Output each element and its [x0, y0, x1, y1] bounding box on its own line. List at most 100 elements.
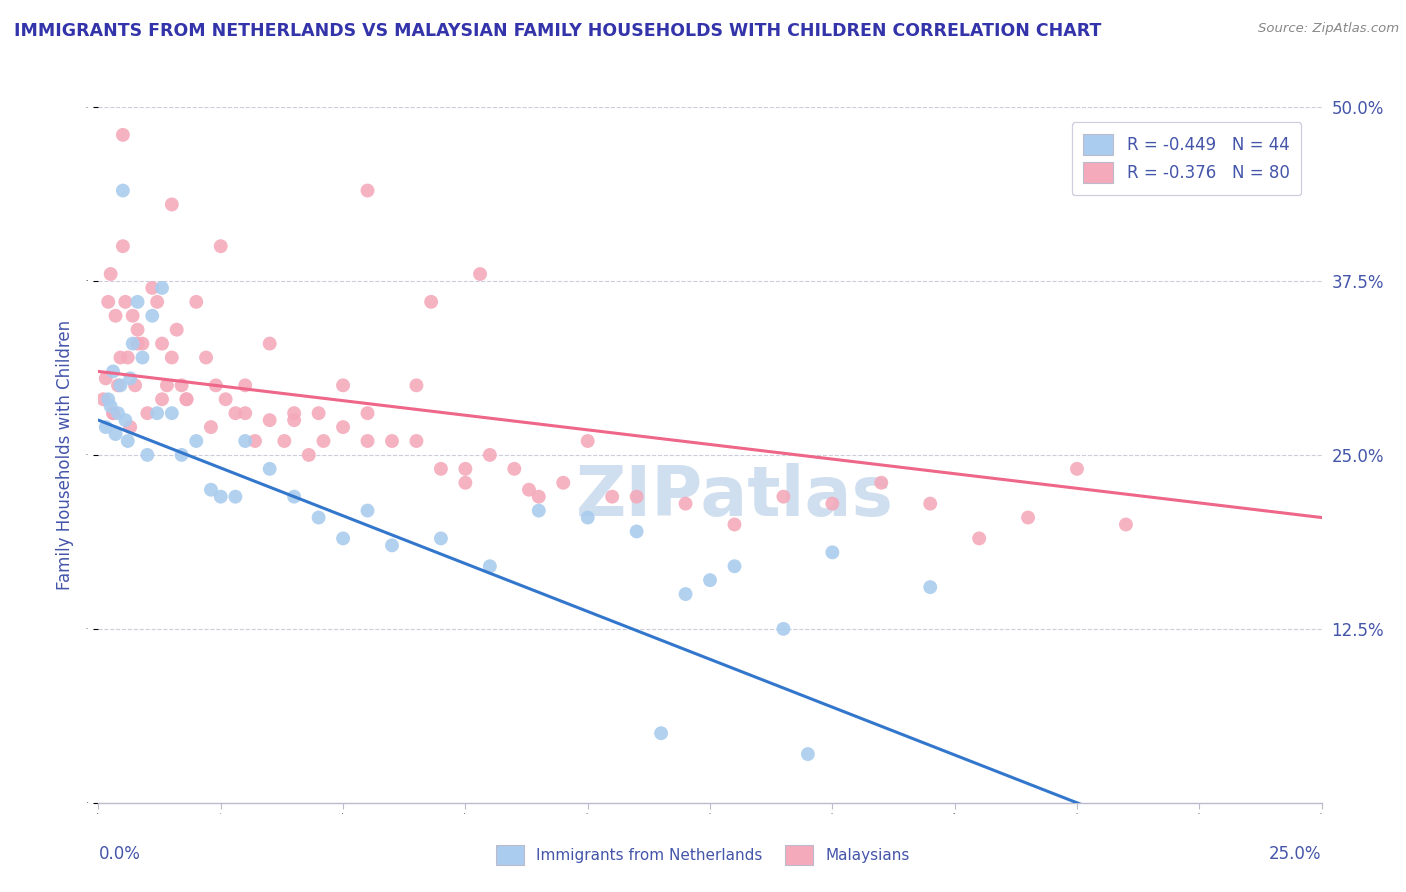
Point [298, 448, 321, 462]
Point [675, 587, 697, 601]
Point [121, 336, 143, 351]
Point [160, 406, 183, 420]
Point [283, 406, 305, 420]
Point [127, 336, 149, 351]
Point [120, 420, 142, 434]
Point [117, 351, 139, 365]
Point [405, 434, 427, 448]
Point [527, 490, 550, 504]
Point [259, 336, 281, 351]
Point [214, 392, 236, 407]
Point [107, 406, 129, 420]
Point [176, 392, 198, 407]
Point [356, 503, 378, 517]
Point [131, 351, 153, 365]
Point [821, 497, 844, 511]
Point [136, 448, 159, 462]
Point [527, 503, 550, 517]
Point [150, 392, 173, 407]
Point [283, 490, 305, 504]
Point [478, 448, 501, 462]
Point [200, 483, 222, 497]
Point [332, 420, 354, 434]
Point [101, 406, 124, 420]
Point [430, 462, 453, 476]
Point [131, 336, 153, 351]
Point [797, 747, 820, 761]
Point [1066, 462, 1088, 476]
Legend: Immigrants from Netherlands, Malaysians: Immigrants from Netherlands, Malaysians [485, 834, 921, 875]
Point [150, 281, 173, 295]
Point [166, 323, 188, 337]
Point [243, 434, 266, 448]
Point [468, 267, 491, 281]
Point [675, 497, 697, 511]
Point [356, 184, 378, 198]
Point [259, 462, 281, 476]
Point [356, 406, 378, 420]
Point [91, 392, 114, 407]
Point [97, 392, 120, 407]
Point [209, 490, 232, 504]
Point [503, 462, 526, 476]
Point [176, 392, 198, 407]
Point [772, 622, 794, 636]
Point [405, 378, 427, 392]
Point [205, 378, 228, 392]
Point [553, 475, 575, 490]
Point [821, 545, 844, 559]
Point [224, 406, 246, 420]
Point [308, 406, 330, 420]
Point [478, 559, 501, 574]
Point [576, 434, 599, 448]
Point [381, 434, 404, 448]
Legend: R = -0.449   N = 44, R = -0.376   N = 80: R = -0.449 N = 44, R = -0.376 N = 80 [1071, 122, 1301, 195]
Point [110, 378, 132, 392]
Point [723, 559, 745, 574]
Point [114, 413, 136, 427]
Point [626, 524, 648, 539]
Point [723, 517, 745, 532]
Point [97, 294, 120, 309]
Point [94, 420, 117, 434]
Point [186, 434, 208, 448]
Point [273, 434, 295, 448]
Point [195, 351, 218, 365]
Point [600, 490, 623, 504]
Point [124, 378, 146, 392]
Point [332, 378, 354, 392]
Point [101, 364, 124, 378]
Point [1017, 510, 1039, 524]
Text: 0.0%: 0.0% [98, 845, 141, 863]
Text: ZIPatlas: ZIPatlas [575, 463, 893, 530]
Text: 25.0%: 25.0% [1270, 845, 1322, 863]
Point [110, 351, 132, 365]
Point [233, 378, 256, 392]
Text: Source: ZipAtlas.com: Source: ZipAtlas.com [1258, 22, 1399, 36]
Point [200, 420, 222, 434]
Point [920, 580, 942, 594]
Point [224, 490, 246, 504]
Point [1115, 517, 1137, 532]
Point [146, 294, 169, 309]
Point [772, 490, 794, 504]
Point [121, 309, 143, 323]
Point [150, 336, 173, 351]
Point [259, 413, 281, 427]
Point [170, 448, 193, 462]
Point [114, 294, 136, 309]
Point [283, 413, 305, 427]
Point [332, 532, 354, 546]
Point [107, 378, 129, 392]
Point [141, 281, 163, 295]
Text: IMMIGRANTS FROM NETHERLANDS VS MALAYSIAN FAMILY HOUSEHOLDS WITH CHILDREN CORRELA: IMMIGRANTS FROM NETHERLANDS VS MALAYSIAN… [14, 22, 1101, 40]
Point [233, 434, 256, 448]
Point [94, 371, 117, 385]
Point [626, 490, 648, 504]
Point [650, 726, 672, 740]
Point [141, 309, 163, 323]
Point [420, 294, 443, 309]
Point [100, 267, 122, 281]
Point [454, 462, 477, 476]
Point [870, 475, 893, 490]
